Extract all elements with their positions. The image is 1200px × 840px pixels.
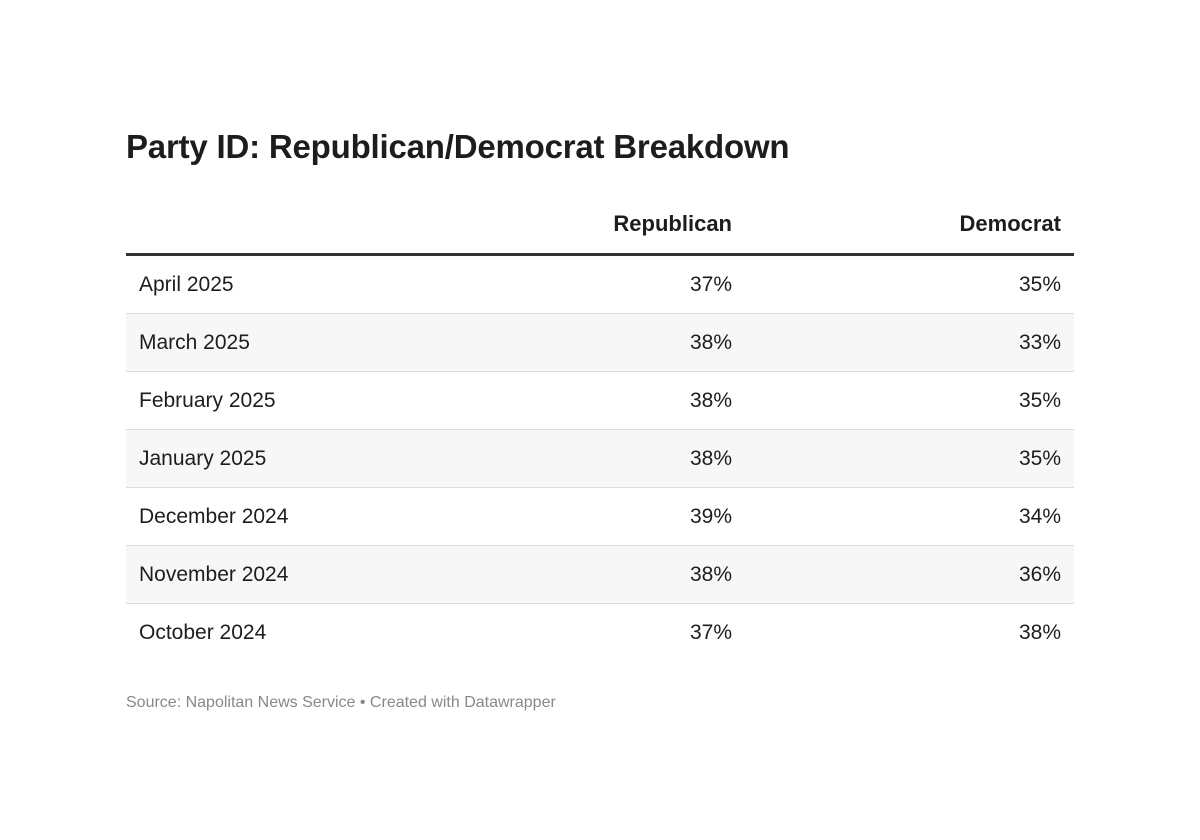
row-label: December 2024 [126,487,574,546]
column-header-democrat: Democrat [745,210,1074,256]
table-row: December 2024 39% 34% [126,487,1074,546]
democrat-value: 35% [745,254,1074,314]
table-row: April 2025 37% 35% [126,254,1074,314]
table-row: February 2025 38% 35% [126,371,1074,430]
source-note: Source: Napolitan News Service • Created… [126,694,556,711]
chart-container: Party ID: Republican/Democrat Breakdown … [126,124,1074,661]
democrat-value: 38% [1018,621,1061,644]
row-label: October 2024 [139,621,267,644]
column-header-label [126,210,574,256]
republican-value: 38% [574,313,745,372]
democrat-value: 35% [745,429,1074,488]
republican-value: 37% [689,621,732,644]
header-row: Republican Democrat [126,210,1074,256]
row-label: November 2024 [126,545,574,604]
row-label: April 2025 [126,254,574,314]
row-label: March 2025 [126,313,574,372]
democrat-value: 35% [745,371,1074,430]
row-label: February 2025 [126,371,574,430]
table-row: October 2024 37% 38% [126,604,1074,662]
table-header: Republican Democrat [126,210,1074,256]
column-header-republican: Republican [574,210,745,256]
democrat-value: 36% [745,545,1074,604]
republican-value: 38% [574,429,745,488]
chart-title: Party ID: Republican/Democrat Breakdown [126,128,790,165]
republican-value: 37% [574,254,745,314]
table-row: November 2024 38% 36% [126,545,1074,604]
republican-value: 38% [574,545,745,604]
table-row: January 2025 38% 35% [126,429,1074,488]
republican-value: 38% [574,371,745,430]
table-row: March 2025 38% 33% [126,313,1074,372]
democrat-value: 34% [745,487,1074,546]
data-table: Republican Democrat April 2025 37% 35% M… [126,210,1074,661]
row-label: January 2025 [126,429,574,488]
table-body: April 2025 37% 35% March 2025 38% 33% Fe… [126,254,1074,662]
republican-value: 39% [574,487,745,546]
democrat-value: 33% [745,313,1074,372]
